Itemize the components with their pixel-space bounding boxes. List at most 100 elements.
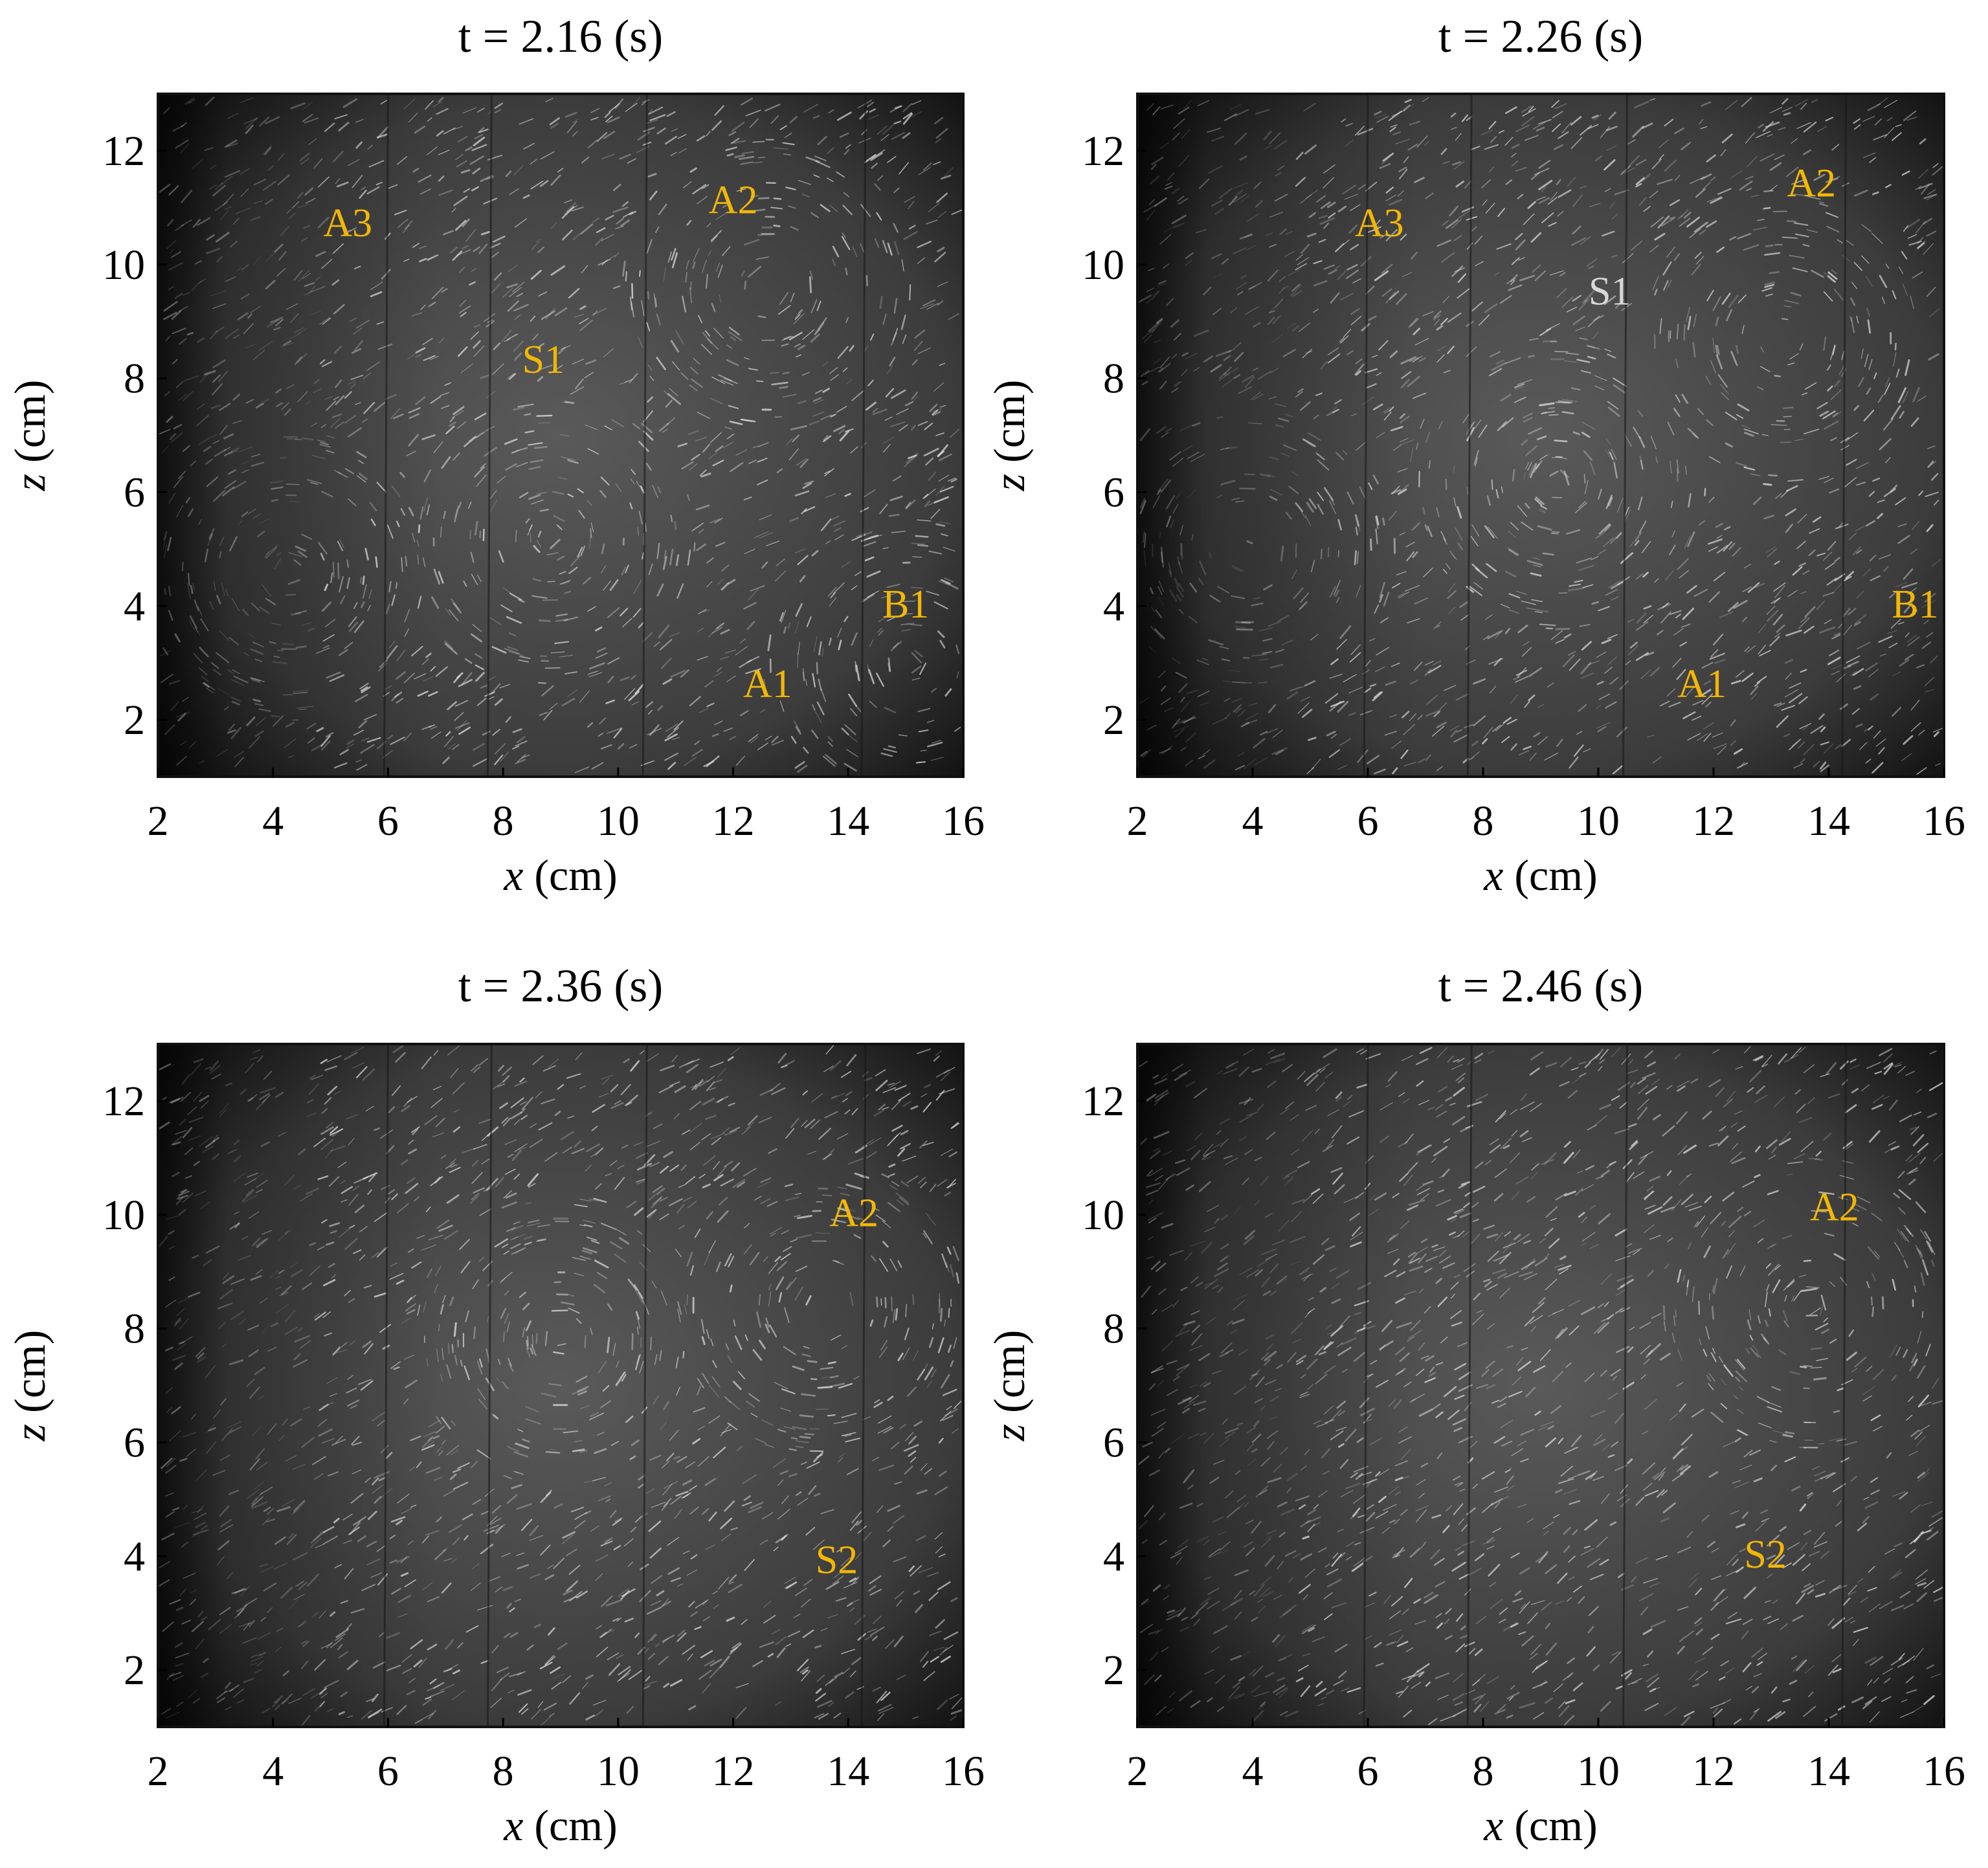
plot-frame bbox=[1136, 93, 1945, 778]
image-seam-line bbox=[642, 93, 648, 777]
z-tick-label: 8 bbox=[1103, 1306, 1124, 1353]
z-axis-label: z (cm) bbox=[985, 380, 1034, 492]
x-tick-label: 10 bbox=[1577, 1748, 1620, 1795]
plot-frame bbox=[1136, 1043, 1945, 1728]
x-tick-label: 8 bbox=[493, 1748, 514, 1795]
z-tick-label: 8 bbox=[1103, 355, 1124, 403]
x-axis-label: x (cm) bbox=[503, 1801, 618, 1850]
vortex-label: A3 bbox=[323, 201, 372, 245]
z-tick-label: 10 bbox=[1082, 1192, 1124, 1239]
z-tick-label: 4 bbox=[124, 583, 145, 630]
z-tick-label: 6 bbox=[1103, 469, 1124, 516]
z-tick-label: 2 bbox=[124, 696, 145, 744]
vortex-label: S1 bbox=[522, 338, 564, 382]
particle-streaks bbox=[157, 1044, 963, 1728]
x-tick-label: 14 bbox=[1807, 1748, 1850, 1795]
plot-frame bbox=[157, 93, 965, 778]
x-tick-label: 8 bbox=[1473, 797, 1494, 845]
x-tick-label: 12 bbox=[1692, 1748, 1735, 1795]
x-axis-label: x (cm) bbox=[1483, 1801, 1598, 1850]
z-tick-label: 10 bbox=[102, 1192, 145, 1239]
x-tick-label: 2 bbox=[1127, 1748, 1148, 1795]
x-tick-label: 4 bbox=[262, 1748, 284, 1795]
z-axis-label: z (cm) bbox=[5, 1330, 54, 1442]
x-tick-label: 4 bbox=[1242, 1748, 1264, 1795]
x-tick-label: 8 bbox=[493, 797, 514, 845]
z-tick-label: 6 bbox=[124, 1419, 145, 1466]
particle-streaks bbox=[1136, 96, 1944, 775]
x-tick-label: 14 bbox=[1807, 797, 1850, 845]
x-axis-label: x (cm) bbox=[1483, 851, 1598, 900]
panel-3: t = 2.36 (s) 2 4 6 8 10 12 14 16 2 4 6 8 10 12 x (cm) z … bbox=[5, 960, 985, 1850]
vortex-label: S1 bbox=[1589, 269, 1631, 313]
vortex-label: B1 bbox=[882, 583, 929, 627]
x-tick-label: 12 bbox=[712, 797, 755, 845]
z-tick-label: 2 bbox=[1103, 696, 1124, 744]
x-tick-label: 16 bbox=[942, 1748, 985, 1795]
flow-image-shade bbox=[1137, 94, 1420, 777]
particle-streaks bbox=[1136, 1046, 1944, 1727]
z-tick-label: 8 bbox=[124, 1306, 145, 1353]
panel-title: t = 2.16 (s) bbox=[458, 10, 664, 62]
image-seam-line bbox=[1466, 93, 1473, 777]
x-tick-label: 2 bbox=[1127, 797, 1148, 845]
vortex-label: B1 bbox=[1892, 583, 1938, 627]
z-tick-label: 2 bbox=[1103, 1647, 1124, 1694]
image-seam-line bbox=[1466, 1043, 1473, 1728]
z-tick-label: 6 bbox=[124, 469, 145, 516]
z-tick-label: 2 bbox=[124, 1647, 145, 1694]
x-tick-label: 8 bbox=[1473, 1748, 1494, 1795]
image-seam-line bbox=[860, 1043, 867, 1728]
image-seam-line bbox=[1841, 93, 1848, 777]
vortex-label: A2 bbox=[1810, 1186, 1859, 1230]
z-tick-label: 8 bbox=[124, 355, 145, 403]
z-tick-label: 12 bbox=[1082, 128, 1124, 175]
z-tick-label: 4 bbox=[1103, 1533, 1124, 1580]
x-tick-label: 6 bbox=[377, 797, 399, 845]
x-tick-label: 12 bbox=[712, 1748, 755, 1795]
x-tick-label: 16 bbox=[1923, 1748, 1965, 1795]
x-tick-label: 14 bbox=[827, 1748, 869, 1795]
panel-1: t = 2.16 (s) 2 4 6 8 10 12 14 16 2 4 6 8 10 12 x (cm) z … bbox=[5, 10, 985, 900]
z-axis-label: z (cm) bbox=[985, 1330, 1034, 1442]
x-tick-label: 6 bbox=[377, 1748, 399, 1795]
image-seam-line bbox=[383, 1043, 389, 1728]
vortex-label: S2 bbox=[1744, 1533, 1786, 1577]
x-tick-label: 10 bbox=[1577, 797, 1620, 845]
z-tick-label: 6 bbox=[1103, 1419, 1124, 1466]
flow-image-shade bbox=[158, 1044, 440, 1727]
vortex-label: S2 bbox=[816, 1539, 858, 1583]
x-tick-label: 4 bbox=[1242, 797, 1264, 845]
panel-4: t = 2.46 (s) 2 4 6 8 10 12 14 16 2 4 6 8 10 12 x (cm) z … bbox=[985, 960, 1965, 1850]
image-seam-line bbox=[486, 93, 493, 777]
panel-title: t = 2.26 (s) bbox=[1438, 10, 1644, 62]
image-seam-line bbox=[1363, 1043, 1369, 1728]
z-tick-label: 4 bbox=[1103, 583, 1124, 630]
vortex-label: A2 bbox=[829, 1191, 878, 1235]
x-tick-label: 4 bbox=[262, 797, 284, 845]
x-tick-label: 14 bbox=[827, 797, 869, 845]
z-tick-label: 12 bbox=[1082, 1078, 1124, 1125]
image-seam-line bbox=[486, 1043, 493, 1728]
vortex-label: A1 bbox=[743, 662, 792, 706]
image-seam-line bbox=[383, 93, 389, 777]
z-tick-label: 12 bbox=[102, 128, 145, 175]
image-seam-line bbox=[1622, 93, 1628, 777]
vortex-label: A3 bbox=[1355, 201, 1404, 245]
x-tick-label: 6 bbox=[1357, 797, 1379, 845]
panel-title: t = 2.46 (s) bbox=[1438, 960, 1644, 1012]
image-seam-line bbox=[1841, 1043, 1848, 1728]
z-tick-label: 10 bbox=[1082, 241, 1124, 289]
x-tick-label: 10 bbox=[597, 797, 640, 845]
z-tick-label: 12 bbox=[102, 1078, 145, 1125]
x-tick-label: 6 bbox=[1357, 1748, 1379, 1795]
z-tick-label: 4 bbox=[124, 1533, 145, 1580]
x-tick-label: 16 bbox=[942, 797, 985, 845]
flow-image-shade bbox=[158, 94, 440, 777]
plot-frame bbox=[157, 1043, 965, 1728]
flow-image-shade bbox=[1137, 1044, 1420, 1727]
vortex-label: A1 bbox=[1677, 662, 1726, 706]
x-tick-label: 2 bbox=[148, 797, 169, 845]
x-tick-label: 2 bbox=[148, 1748, 169, 1795]
